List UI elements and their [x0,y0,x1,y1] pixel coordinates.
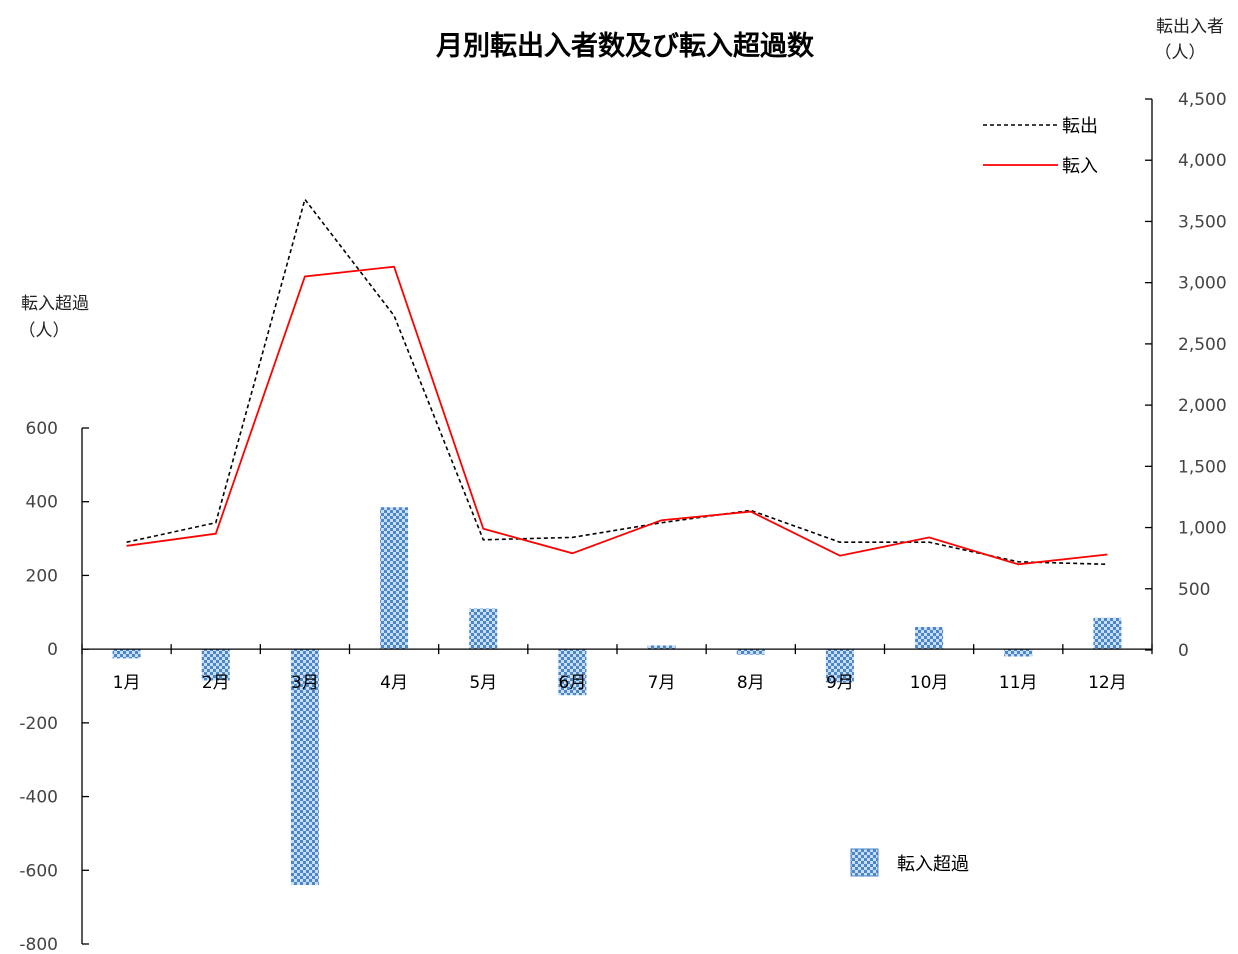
left-axis-unit: （人） [19,321,70,341]
left-tick-label: 0 [47,640,58,660]
right-axis-unit: （人） [1155,43,1206,63]
line-tenshutsu [126,197,1108,566]
right-tick-label: 2,000 [1178,396,1227,416]
left-axis-label: 転入超過 [21,294,89,314]
left-tick-label: 400 [26,493,58,513]
bar-1 [112,649,141,659]
x-tick-label: 8月 [737,673,765,693]
bar-3 [290,649,319,886]
legend: 転出 転入 転入超過 [850,116,1098,877]
right-axis-label: 転出入者 [1156,17,1224,37]
line-series [126,197,1108,566]
x-tick-label: 3月 [291,673,319,693]
x-tick-label: 12月 [1088,673,1127,693]
right-tick-label: 2,500 [1178,335,1227,355]
legend-label-excess: 転入超過 [897,854,969,875]
x-tick-label: 7月 [648,673,676,693]
bar-8 [736,649,765,655]
right-tick-label: 500 [1178,580,1210,600]
right-tick-label: 1,000 [1178,519,1227,539]
x-tick-label: 5月 [469,673,497,693]
chart-title: 月別転出入者数及び転入超過数 [435,31,815,62]
left-tick-label: 200 [26,566,58,586]
bar-10 [915,627,944,650]
left-tick-label: -600 [19,861,58,881]
x-tick-label: 10月 [910,673,949,693]
right-tick-label: 4,500 [1178,90,1227,110]
bar-11 [1004,649,1033,657]
right-tick-label: 4,000 [1178,151,1227,171]
left-tick-label: -200 [19,714,58,734]
left-tick-labels: 600 400 200 0 -200 -400 -600 -800 [19,419,58,954]
right-tick-label: 0 [1178,641,1189,661]
bar-2 [201,649,230,681]
x-tick-label: 1月 [113,673,141,693]
bar-7 [647,645,676,650]
left-tick-label: -800 [19,935,58,954]
bar-6 [558,649,587,696]
bar-5 [469,608,498,650]
right-tick-label: 1,500 [1178,457,1227,477]
x-tick-label: 6月 [559,673,587,693]
bar-12 [1093,617,1122,650]
bar-4 [380,507,409,650]
right-tick-label: 3,500 [1178,212,1227,232]
x-tick-label: 2月 [202,673,230,693]
left-tick-label: -400 [19,788,58,808]
right-tick-labels: 4,500 4,000 3,500 3,000 2,500 2,000 1,500 1,000… [1178,90,1227,661]
x-tick-labels: 1月 2月 3月 4月 5月 6月 7月 8月 9月 10月 11月 12月 [113,673,1127,693]
legend-label-tennyu: 転入 [1062,156,1098,177]
legend-label-tenshutsu: 転出 [1062,116,1098,137]
x-tick-label: 4月 [380,673,408,693]
x-tick-label: 11月 [999,673,1038,693]
axes [81,98,1153,945]
left-tick-label: 600 [26,419,58,439]
bar-series [112,507,1122,886]
legend-swatch-excess [850,848,879,877]
x-tick-label: 9月 [826,673,854,693]
right-tick-label: 3,000 [1178,274,1227,294]
line-tennyu [126,265,1108,566]
bar-9 [825,649,854,683]
